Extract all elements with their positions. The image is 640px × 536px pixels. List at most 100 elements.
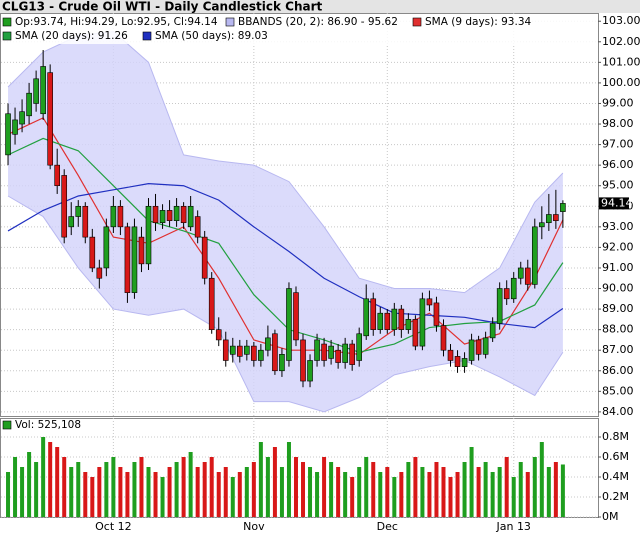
volume-bar (511, 477, 516, 517)
candle-body (124, 226, 131, 293)
y-tick-label: 102.00 (602, 35, 640, 48)
volume-bar (265, 457, 270, 517)
candle-body (398, 308, 405, 330)
y-tick-label: 89.00 (602, 302, 634, 315)
volume-bar (223, 467, 228, 517)
volume-bar (34, 462, 39, 517)
legend-swatch (225, 17, 235, 27)
volume-bar (160, 477, 165, 517)
x-tick-label: Oct 12 (95, 520, 132, 533)
candle-body (131, 226, 138, 293)
candle-body (440, 325, 447, 351)
volume-bar (27, 452, 32, 517)
y-tick-label: 93.00 (602, 220, 634, 233)
volume-bar (286, 442, 291, 517)
candle-body (117, 205, 124, 228)
candle-body (215, 329, 222, 341)
candle-body (419, 298, 426, 347)
volume-bar (504, 457, 509, 517)
candle-body (47, 72, 53, 166)
volume-bar (146, 467, 151, 517)
candle-body (447, 349, 454, 361)
volume-bar (385, 467, 390, 517)
volume-bar (301, 462, 306, 517)
candle-body (258, 349, 264, 361)
volume-bar (322, 457, 327, 517)
volume-bar (76, 462, 81, 517)
volume-bar (462, 462, 467, 517)
last-price-label: 94.14 (601, 196, 633, 209)
volume-bar (357, 467, 362, 517)
candle-body (335, 349, 341, 363)
volume-bar (20, 467, 25, 517)
y-tick-label: 96.00 (602, 158, 634, 171)
legend-label: BBANDS (20, 2): 86.90 - 95.62 (238, 16, 398, 28)
volume-bar (209, 457, 214, 517)
candle-body (321, 343, 327, 361)
candle-body (482, 337, 489, 355)
candle-body (5, 113, 11, 156)
candle-body (286, 288, 292, 361)
volume-bar (272, 447, 277, 517)
candle-body (145, 205, 152, 265)
volume-bar (350, 477, 355, 517)
volume-bar (97, 467, 102, 517)
candle-body (279, 354, 285, 372)
candle-body (33, 78, 39, 104)
candle-body (82, 205, 89, 238)
candle-body (546, 214, 552, 224)
candle-body (138, 236, 145, 265)
candle-body (461, 358, 468, 367)
candle-body (363, 298, 370, 337)
volume-bar (13, 457, 18, 517)
candle-body (517, 267, 524, 279)
volume-bar (518, 462, 523, 517)
volume-bar (490, 472, 495, 517)
candle-body (349, 343, 355, 365)
volume-bar (69, 467, 74, 517)
volume-bar (483, 462, 488, 517)
volume-bar (90, 477, 95, 517)
volume-bar (202, 462, 207, 517)
bband-lower (7, 195, 564, 413)
candle-body (208, 277, 215, 330)
candle-body (539, 222, 545, 228)
candle-body (524, 267, 531, 285)
legend-label: SMA (9 days): 93.34 (425, 16, 531, 28)
candle-body (26, 92, 32, 117)
y-tick-label: 0.4M (602, 470, 629, 483)
candle-body (560, 203, 566, 212)
volume-bar (406, 462, 411, 517)
legend-label: Op:93.74, Hi:94.29, Lo:92.95, Cl:94.14 (15, 16, 218, 28)
x-tick-label: Dec (377, 520, 398, 533)
volume-bar (41, 437, 46, 517)
candle-body (433, 302, 440, 326)
candle-body (412, 319, 419, 347)
volume-bar (279, 467, 284, 517)
y-tick-label: 84.00 (602, 405, 634, 418)
candle-body (454, 356, 461, 367)
candle-body (244, 345, 250, 355)
volume-bar (195, 467, 200, 517)
candle-body (68, 216, 75, 228)
volume-bar (336, 467, 341, 517)
volume-bar (216, 472, 221, 517)
legend-label: SMA (20 days): 91.26 (15, 30, 128, 42)
candle-body (89, 236, 96, 269)
volume-bar (315, 472, 320, 517)
y-tick-label: 92.00 (602, 240, 634, 253)
candle-body (328, 345, 334, 359)
y-tick-label: 97.00 (602, 138, 634, 151)
legend-box (1, 14, 598, 44)
candle-body (496, 288, 503, 324)
candle-body (503, 288, 510, 300)
y-tick-label: 86.00 (602, 364, 634, 377)
volume-bar (427, 472, 432, 517)
volume-bar (329, 462, 334, 517)
volume-bar (83, 472, 88, 517)
volume-bar (308, 467, 313, 517)
volume-bar (125, 472, 130, 517)
candle-body (19, 111, 25, 125)
candle-body (75, 205, 82, 217)
